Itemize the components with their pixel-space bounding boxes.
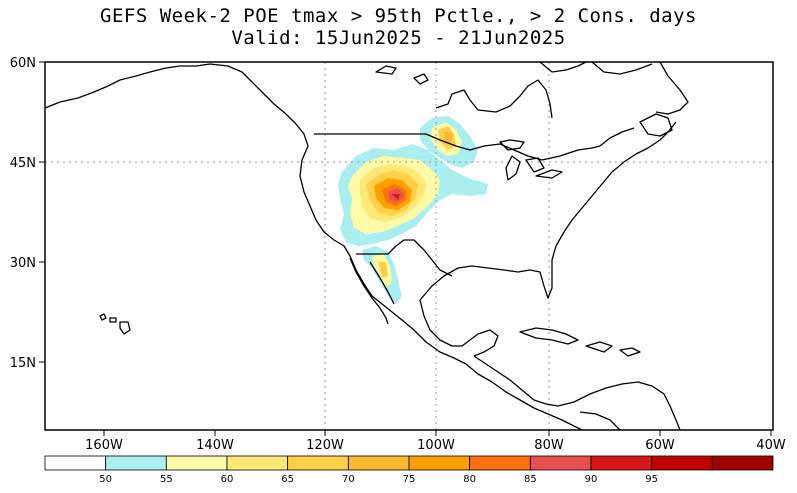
legend-label: 90 — [585, 474, 598, 485]
legend-swatch — [529, 455, 592, 471]
legend-label: 55 — [160, 474, 173, 485]
legend-swatch — [408, 455, 471, 471]
lon-label-80w: 80W — [534, 438, 564, 453]
legend-label: 80 — [463, 474, 476, 485]
legend-swatch — [105, 455, 167, 471]
legend-swatch — [287, 455, 349, 471]
legend-swatch — [226, 455, 289, 471]
lon-label-140w: 140W — [196, 438, 234, 453]
legend-colorbar: 50 55 60 65 70 75 80 85 90 95 — [44, 455, 774, 485]
legend-swatch — [590, 455, 653, 471]
legend-swatch — [165, 455, 228, 471]
lon-label-60w: 60W — [645, 438, 675, 453]
lon-label-120w: 120W — [306, 438, 344, 453]
legend-swatch — [651, 455, 713, 471]
legend-label: 60 — [221, 474, 234, 485]
legend-swatch — [469, 455, 531, 471]
legend-label: 95 — [645, 474, 658, 485]
legend-swatch — [711, 455, 774, 471]
map-title: GEFS Week-2 POE tmax > 95th Pctle., > 2 … — [100, 5, 697, 27]
legend-swatch — [347, 455, 410, 471]
map-subtitle: Valid: 15Jun2025 - 21Jun2025 — [231, 27, 566, 49]
graticule — [45, 62, 773, 430]
lat-label-30n: 30N — [10, 256, 36, 271]
lon-label-40w: 40W — [756, 438, 786, 453]
legend-label: 85 — [524, 474, 537, 485]
legend-swatch — [44, 455, 107, 471]
lon-label-100w: 100W — [417, 438, 455, 453]
lat-label-15n: 15N — [10, 356, 36, 371]
legend-label: 65 — [281, 474, 294, 485]
lon-label-160w: 160W — [85, 438, 123, 453]
probability-shading — [338, 116, 488, 304]
legend-label: 70 — [342, 474, 355, 485]
lat-label-60n: 60N — [10, 56, 36, 71]
coastlines-and-borders — [44, 61, 689, 431]
map-panel: 60N 45N 30N 15N 160W 140W 120W 100W 80W … — [10, 56, 786, 453]
legend-label: 50 — [99, 474, 112, 485]
legend-label: 75 — [403, 474, 416, 485]
lat-label-45n: 45N — [10, 156, 36, 171]
